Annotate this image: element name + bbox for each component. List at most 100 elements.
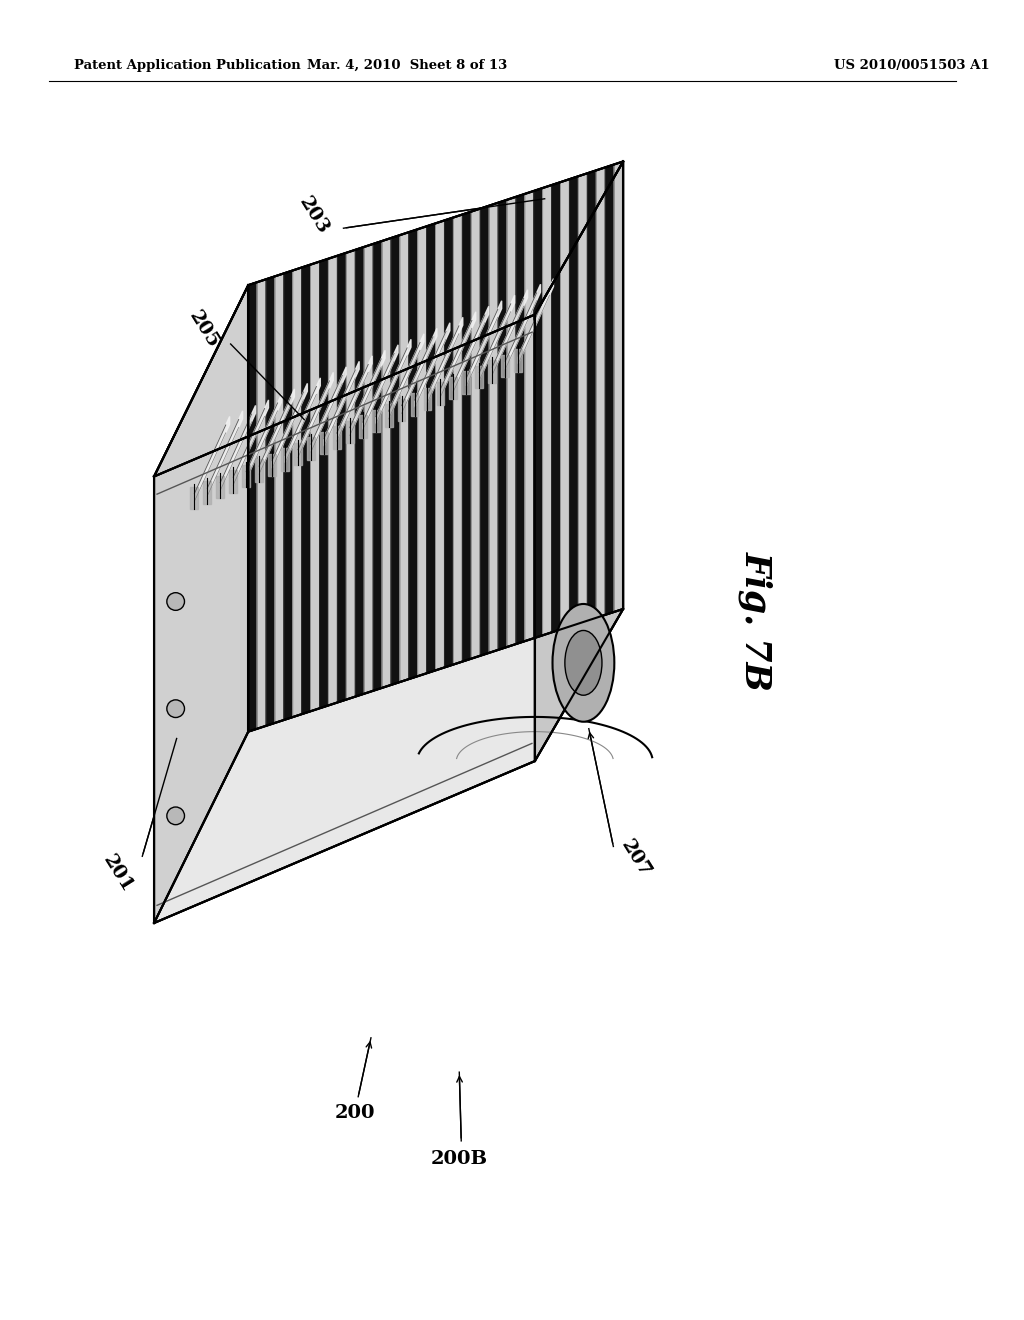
Polygon shape — [479, 296, 515, 380]
Polygon shape — [480, 206, 489, 656]
Polygon shape — [281, 449, 289, 471]
Polygon shape — [216, 475, 224, 499]
Polygon shape — [525, 191, 534, 642]
Polygon shape — [248, 161, 624, 731]
Polygon shape — [338, 252, 346, 702]
Text: Mar. 4, 2010  Sheet 8 of 13: Mar. 4, 2010 Sheet 8 of 13 — [307, 59, 507, 71]
Polygon shape — [362, 345, 398, 430]
Ellipse shape — [553, 605, 614, 722]
Polygon shape — [518, 279, 554, 364]
Polygon shape — [502, 355, 509, 378]
Polygon shape — [561, 180, 569, 630]
Polygon shape — [535, 161, 624, 762]
Circle shape — [167, 593, 184, 610]
Polygon shape — [400, 232, 409, 682]
Polygon shape — [346, 421, 353, 444]
Polygon shape — [436, 383, 444, 405]
Polygon shape — [440, 312, 476, 397]
Polygon shape — [350, 350, 385, 436]
Polygon shape — [298, 372, 333, 458]
Polygon shape — [268, 454, 275, 477]
Polygon shape — [259, 389, 295, 474]
Polygon shape — [454, 306, 488, 392]
Polygon shape — [233, 400, 268, 484]
Polygon shape — [436, 220, 444, 671]
Polygon shape — [319, 432, 328, 454]
Polygon shape — [266, 276, 275, 726]
Polygon shape — [248, 282, 257, 731]
Polygon shape — [385, 404, 392, 426]
Polygon shape — [605, 165, 614, 615]
Polygon shape — [285, 378, 321, 463]
Polygon shape — [409, 230, 418, 678]
Polygon shape — [207, 411, 243, 496]
Polygon shape — [505, 284, 541, 370]
Polygon shape — [569, 176, 579, 627]
Polygon shape — [337, 356, 372, 441]
Polygon shape — [444, 218, 454, 668]
Text: 200: 200 — [335, 1105, 376, 1122]
Polygon shape — [257, 280, 266, 729]
Polygon shape — [333, 426, 341, 449]
Polygon shape — [499, 199, 507, 649]
Polygon shape — [373, 242, 382, 690]
Polygon shape — [284, 271, 293, 719]
Polygon shape — [534, 187, 543, 638]
Polygon shape — [463, 211, 471, 661]
Polygon shape — [466, 301, 502, 385]
Polygon shape — [471, 209, 480, 659]
Polygon shape — [411, 393, 419, 416]
Polygon shape — [319, 259, 329, 709]
Text: Patent Application Publication: Patent Application Publication — [74, 59, 300, 71]
Polygon shape — [493, 289, 527, 375]
Polygon shape — [427, 317, 463, 403]
Polygon shape — [579, 173, 588, 623]
Polygon shape — [243, 465, 250, 487]
Polygon shape — [154, 161, 624, 477]
Polygon shape — [372, 409, 380, 433]
Text: 201: 201 — [99, 851, 136, 896]
Polygon shape — [450, 376, 458, 399]
Polygon shape — [382, 238, 391, 688]
Polygon shape — [401, 329, 437, 413]
Polygon shape — [488, 360, 497, 383]
Polygon shape — [272, 383, 307, 469]
Polygon shape — [475, 366, 483, 388]
Ellipse shape — [565, 631, 602, 696]
Polygon shape — [311, 367, 346, 451]
Polygon shape — [397, 399, 406, 421]
Polygon shape — [355, 247, 365, 697]
Polygon shape — [255, 459, 263, 482]
Polygon shape — [588, 170, 596, 620]
Polygon shape — [329, 256, 338, 705]
Polygon shape — [190, 487, 199, 510]
Polygon shape — [389, 334, 424, 418]
Polygon shape — [507, 197, 516, 647]
Polygon shape — [376, 339, 411, 425]
Polygon shape — [293, 268, 302, 717]
Polygon shape — [275, 273, 284, 723]
Polygon shape — [543, 185, 552, 635]
Polygon shape — [195, 416, 229, 502]
Polygon shape — [365, 244, 373, 694]
Polygon shape — [220, 405, 256, 491]
Polygon shape — [427, 223, 436, 673]
Polygon shape — [204, 482, 211, 504]
Polygon shape — [514, 348, 522, 372]
Polygon shape — [418, 226, 427, 676]
Polygon shape — [614, 161, 624, 612]
Polygon shape — [154, 285, 248, 923]
Text: 203: 203 — [296, 194, 333, 238]
Polygon shape — [516, 194, 525, 644]
Polygon shape — [346, 249, 355, 700]
Circle shape — [167, 807, 184, 825]
Polygon shape — [489, 203, 499, 653]
Text: Fig. 7B: Fig. 7B — [738, 550, 773, 690]
Text: 200B: 200B — [431, 1150, 487, 1167]
Polygon shape — [294, 442, 302, 466]
Polygon shape — [324, 362, 359, 446]
Polygon shape — [454, 214, 463, 664]
Polygon shape — [154, 314, 535, 923]
Polygon shape — [415, 323, 450, 408]
Polygon shape — [552, 182, 561, 632]
